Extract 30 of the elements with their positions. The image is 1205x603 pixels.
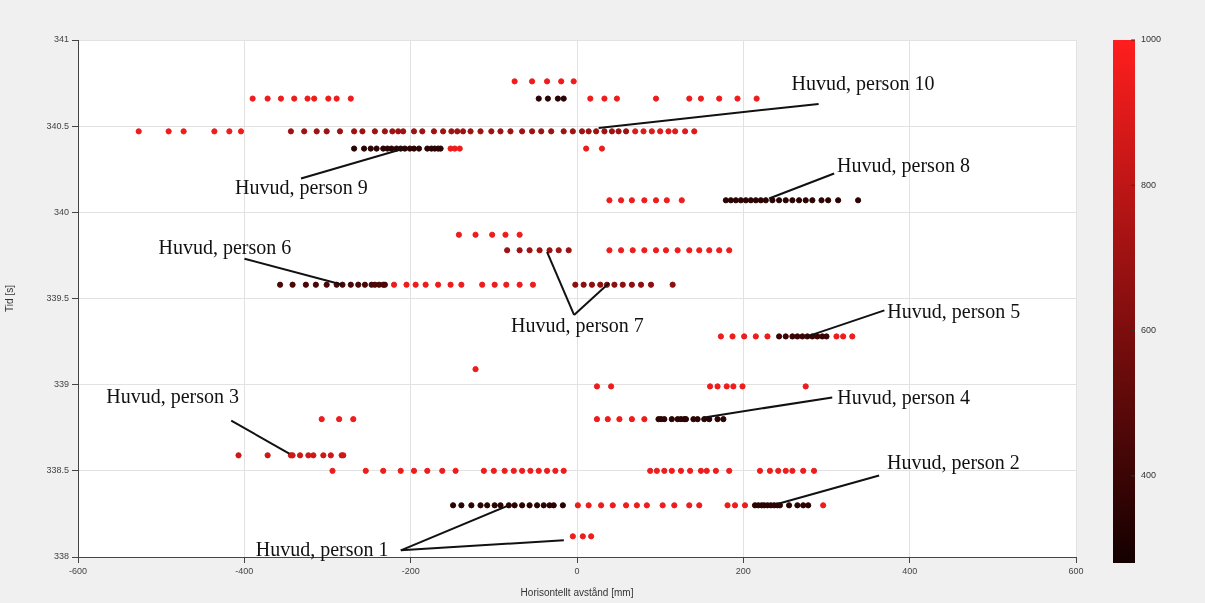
y-tick-label: 341 bbox=[53, 34, 69, 45]
annotation: Huvud, person 4 bbox=[837, 386, 971, 410]
annotation: Huvud, person 1 bbox=[255, 538, 389, 562]
x-axis-title: Horisontellt avstånd [mm] bbox=[520, 586, 634, 598]
y-tick-label: 338.5 bbox=[46, 465, 69, 476]
y-axis-title: Tid [s] bbox=[3, 284, 15, 312]
x-tick-label: -600 bbox=[68, 565, 88, 576]
x-tick-label: -200 bbox=[401, 565, 420, 576]
annotation: Huvud, person 8 bbox=[837, 153, 970, 177]
annotation: Huvud, person 3 bbox=[106, 384, 240, 408]
color-bar-label: 400 bbox=[1141, 470, 1157, 481]
y-tick-label: 340 bbox=[53, 206, 69, 217]
annotation: Huvud, person 5 bbox=[887, 300, 1021, 324]
y-tick-label: 338 bbox=[53, 551, 69, 562]
x-tick-label: -400 bbox=[235, 565, 254, 576]
y-tick-label: 339.5 bbox=[46, 292, 69, 303]
color-bar-label: 1000 bbox=[1141, 34, 1162, 45]
x-tick-label: 200 bbox=[735, 565, 751, 576]
annotation: Huvud, person 7 bbox=[511, 313, 644, 337]
annotation: Huvud, person 9 bbox=[235, 175, 368, 199]
color-bar-label: 600 bbox=[1141, 325, 1157, 336]
annotation: Huvud, person 2 bbox=[887, 450, 1020, 474]
color-bar-label: 800 bbox=[1141, 179, 1157, 190]
y-tick-label: 340.5 bbox=[46, 120, 69, 131]
annotation: Huvud, person 6 bbox=[158, 235, 292, 259]
x-tick-label: 400 bbox=[902, 565, 918, 576]
annotation: Huvud, person 10 bbox=[791, 71, 935, 95]
x-tick-label: 0 bbox=[574, 565, 580, 576]
y-tick-label: 339 bbox=[53, 379, 69, 390]
x-tick-label: 600 bbox=[1068, 565, 1084, 576]
